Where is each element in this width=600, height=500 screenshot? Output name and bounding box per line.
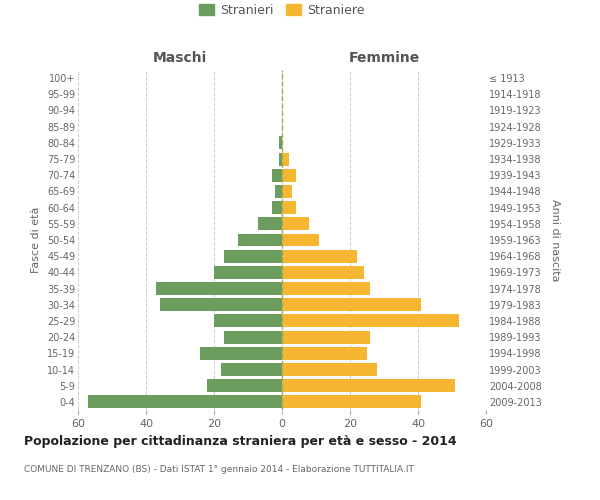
Bar <box>224 250 282 262</box>
Bar <box>214 314 282 328</box>
Bar <box>282 218 309 230</box>
Bar <box>275 185 282 198</box>
Bar <box>221 363 282 376</box>
Bar <box>282 185 292 198</box>
Text: Popolazione per cittadinanza straniera per età e sesso - 2014: Popolazione per cittadinanza straniera p… <box>24 435 457 448</box>
Text: Femmine: Femmine <box>349 51 419 65</box>
Bar <box>207 379 282 392</box>
Bar <box>282 330 370 344</box>
Bar <box>156 282 282 295</box>
Bar <box>282 152 289 166</box>
Bar <box>282 314 459 328</box>
Bar <box>282 282 370 295</box>
Bar <box>282 379 455 392</box>
Bar <box>224 330 282 344</box>
Bar <box>278 152 282 166</box>
Y-axis label: Anni di nascita: Anni di nascita <box>550 198 560 281</box>
Bar <box>214 266 282 279</box>
Bar <box>200 347 282 360</box>
Text: Maschi: Maschi <box>153 51 207 65</box>
Bar <box>282 298 421 311</box>
Bar <box>88 396 282 408</box>
Bar <box>282 347 367 360</box>
Bar <box>160 298 282 311</box>
Text: COMUNE DI TRENZANO (BS) - Dati ISTAT 1° gennaio 2014 - Elaborazione TUTTITALIA.I: COMUNE DI TRENZANO (BS) - Dati ISTAT 1° … <box>24 465 414 474</box>
Legend: Stranieri, Straniere: Stranieri, Straniere <box>197 2 368 20</box>
Bar <box>282 169 296 181</box>
Bar <box>282 396 421 408</box>
Bar <box>282 363 377 376</box>
Bar <box>238 234 282 246</box>
Bar <box>282 201 296 214</box>
Bar <box>258 218 282 230</box>
Bar <box>282 234 319 246</box>
Y-axis label: Fasce di età: Fasce di età <box>31 207 41 273</box>
Bar <box>272 201 282 214</box>
Bar <box>282 266 364 279</box>
Bar <box>278 136 282 149</box>
Bar <box>272 169 282 181</box>
Bar <box>282 250 357 262</box>
